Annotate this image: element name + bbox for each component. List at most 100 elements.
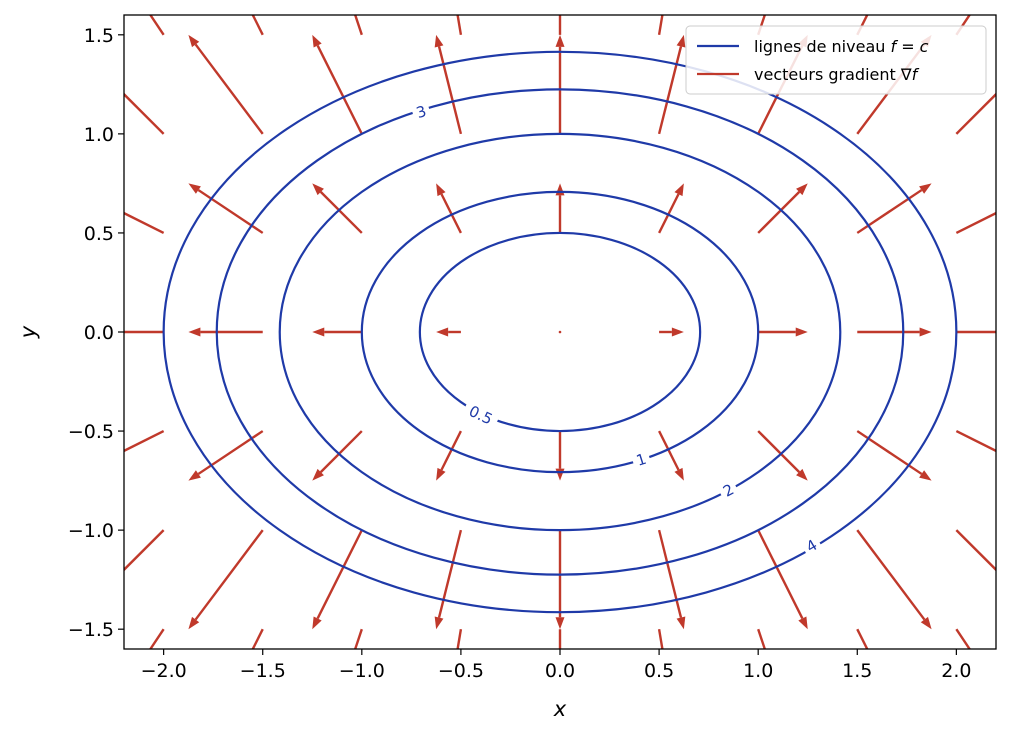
gradient-arrow-head	[436, 327, 449, 337]
gradient-arrow-shaft	[316, 529, 363, 619]
gradient-arrow	[188, 327, 263, 337]
gradient-arrow-head	[312, 183, 324, 196]
gradient-arrow	[857, 327, 932, 337]
gradient-arrow-shaft	[437, 46, 463, 135]
gradient-arrow	[188, 34, 264, 135]
gradient-arrow-shaft	[124, 92, 165, 135]
contour-label-gap	[630, 448, 653, 471]
gradient-arrow	[757, 183, 808, 234]
gradient-arrow	[312, 34, 363, 135]
gradient-arrow-shaft	[658, 193, 680, 234]
gradient-arrow-head	[434, 616, 444, 630]
gradient-arrow	[955, 529, 996, 572]
gradient-arrow-head	[436, 467, 446, 481]
contour-line	[418, 231, 702, 433]
gradient-arrow-shaft	[955, 429, 996, 453]
contour-label-gap	[410, 100, 433, 124]
gradient-arrow-head	[312, 327, 325, 337]
y-tick-label: 0.0	[84, 322, 114, 344]
gradient-arrow	[124, 330, 164, 334]
gradient-arrow-shaft	[757, 191, 801, 234]
gradient-arrow-head	[555, 34, 565, 47]
gradient-arrow	[558, 330, 562, 334]
gradient-arrow-shaft	[757, 430, 801, 473]
gradient-arrow-shaft	[124, 529, 165, 572]
gradient-arrow	[955, 92, 996, 135]
contour-label-gap	[799, 533, 824, 559]
gradient-arrow-shaft	[319, 191, 363, 234]
gradient-arrow-shaft	[437, 529, 463, 618]
gradient-arrow-shaft	[955, 529, 996, 572]
gradient-arrow	[124, 92, 165, 135]
x-tick-label: −1.0	[339, 660, 385, 682]
gradient-arrow	[955, 429, 996, 453]
contour-line	[162, 50, 958, 614]
gradient-arrow	[758, 327, 808, 337]
gradient-arrow-shaft	[194, 43, 264, 135]
contour-line	[360, 190, 760, 474]
gradient-arrow	[124, 529, 165, 572]
gradient-arrow	[188, 529, 264, 630]
gradient-arrow	[757, 430, 808, 481]
x-tick-label: −2.0	[141, 660, 187, 682]
legend: lignes de niveau f = c vecteurs gradient…	[685, 25, 987, 95]
x-axis-ticks: −2.0 −1.5 −1.0 −0.5 0.0 0.5 1.0 1.5 2.0	[141, 649, 971, 682]
gradient-arrow-shaft	[440, 193, 462, 234]
gradient-arrow-head	[919, 470, 932, 481]
gradient-arrow-shaft	[319, 430, 363, 473]
gradient-arrow-head	[188, 327, 201, 337]
y-tick-label: −0.5	[68, 421, 114, 443]
x-tick-label: 1.0	[743, 660, 773, 682]
x-axis-label: x	[553, 697, 567, 721]
gradient-arrow-head	[920, 616, 932, 630]
gradient-vectors	[124, 15, 996, 649]
contour-line	[278, 132, 842, 532]
gradient-arrow	[436, 183, 462, 234]
legend-box	[685, 25, 987, 95]
legend-label-contour: lignes de niveau f = c	[754, 37, 929, 56]
gradient-arrow-head	[796, 468, 808, 481]
legend-label-gradient: vecteurs gradient ∇f	[754, 65, 920, 84]
gradient-arrow	[956, 330, 996, 334]
gradient-arrow	[757, 529, 808, 630]
gradient-arrow-head	[188, 183, 201, 194]
x-tick-label: 2.0	[941, 660, 971, 682]
gradient-arrow-head	[188, 470, 201, 481]
y-tick-label: 1.5	[84, 25, 114, 47]
contour-label-gap	[716, 478, 741, 503]
gradient-arrow-head	[919, 183, 932, 194]
gradient-arrow-shaft	[856, 529, 926, 621]
gradient-arrow-head	[674, 467, 684, 481]
gradient-arrow-shaft	[955, 211, 996, 235]
gradient-arrow-head	[795, 327, 808, 337]
y-tick-label: −1.5	[68, 619, 114, 641]
gradient-arrow-shaft	[440, 430, 462, 471]
gradient-arrow	[657, 529, 686, 630]
gradient-arrow	[856, 529, 932, 630]
gradient-arrow-head	[555, 617, 565, 630]
gradient-arrow-head	[188, 34, 200, 48]
gradient-arrow-shaft	[124, 211, 165, 235]
gradient-arrow	[312, 327, 362, 337]
gradient-arrow	[312, 183, 363, 234]
gradient-arrow-shaft	[658, 430, 680, 471]
x-tick-label: 0.0	[545, 660, 575, 682]
x-tick-label: 1.5	[842, 660, 872, 682]
contour-line	[215, 88, 905, 576]
gradient-arrow	[312, 529, 363, 630]
gradient-arrow-head	[676, 616, 686, 630]
y-tick-label: 0.5	[84, 223, 114, 245]
gradient-arrow	[658, 183, 684, 234]
gradient-arrow-head	[796, 183, 808, 196]
gradient-arrow	[658, 430, 684, 481]
y-axis-ticks: −1.5 −1.0 −0.5 0.0 0.5 1.0 1.5	[68, 25, 124, 641]
gradient-arrow	[436, 327, 461, 337]
gradient-arrow	[436, 430, 462, 481]
gradient-arrow-head	[676, 34, 686, 48]
x-tick-label: −1.5	[240, 660, 286, 682]
gradient-arrow-shaft	[757, 529, 804, 619]
gradient-arrow	[657, 34, 686, 135]
